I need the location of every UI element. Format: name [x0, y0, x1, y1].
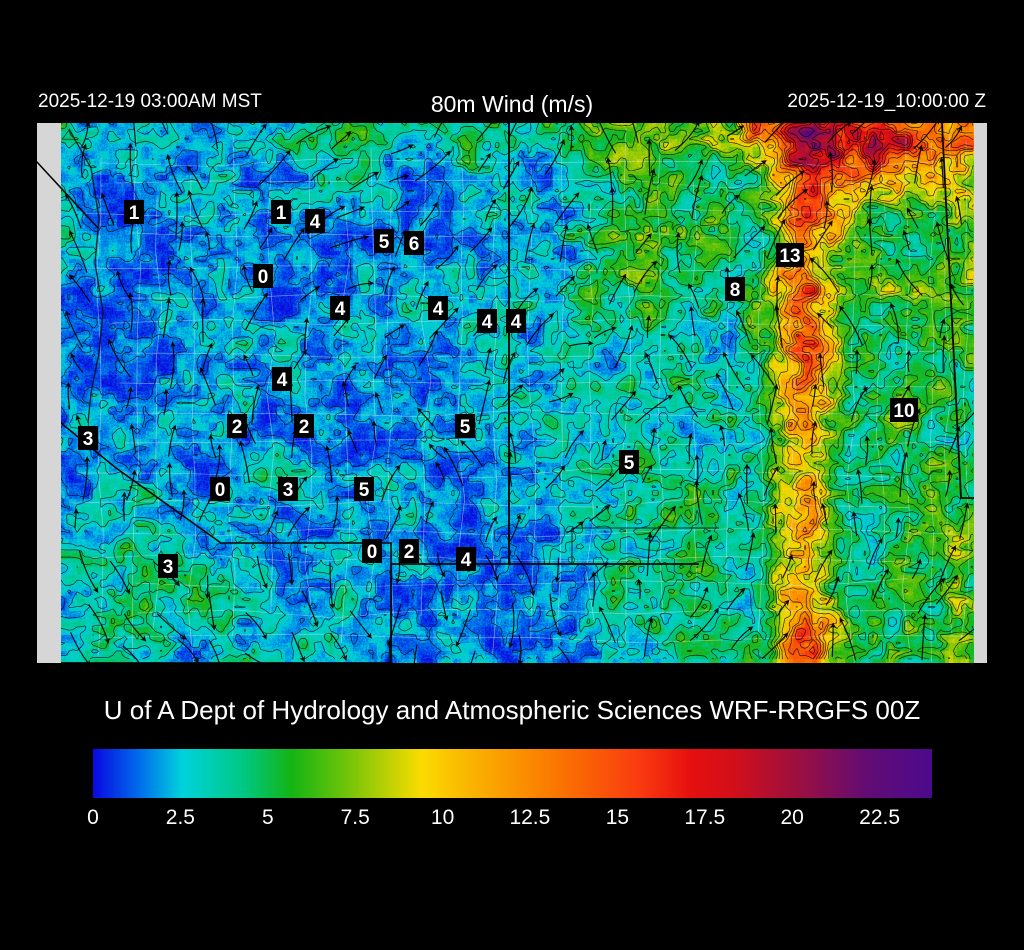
svg-text:5: 5	[379, 232, 390, 253]
svg-text:5: 5	[624, 453, 635, 474]
svg-text:1: 1	[276, 203, 287, 224]
svg-text:13: 13	[779, 246, 800, 267]
svg-text:2: 2	[299, 417, 310, 438]
svg-text:3: 3	[163, 557, 174, 578]
svg-text:0: 0	[215, 480, 226, 501]
svg-text:5: 5	[460, 417, 471, 438]
svg-text:4: 4	[482, 312, 493, 333]
svg-text:3: 3	[83, 429, 94, 450]
svg-text:1: 1	[129, 203, 140, 224]
svg-text:5: 5	[359, 480, 370, 501]
svg-text:2: 2	[404, 542, 415, 563]
svg-text:6: 6	[409, 234, 420, 255]
svg-text:4: 4	[335, 299, 346, 320]
svg-text:4: 4	[277, 370, 288, 391]
svg-text:4: 4	[461, 550, 472, 571]
svg-text:4: 4	[511, 312, 522, 333]
svg-text:0: 0	[367, 542, 378, 563]
svg-text:4: 4	[433, 299, 444, 320]
svg-text:4: 4	[310, 212, 321, 233]
svg-text:3: 3	[283, 480, 294, 501]
svg-text:2: 2	[232, 417, 243, 438]
svg-text:8: 8	[730, 280, 741, 301]
svg-text:10: 10	[893, 401, 914, 422]
svg-text:0: 0	[258, 267, 269, 288]
